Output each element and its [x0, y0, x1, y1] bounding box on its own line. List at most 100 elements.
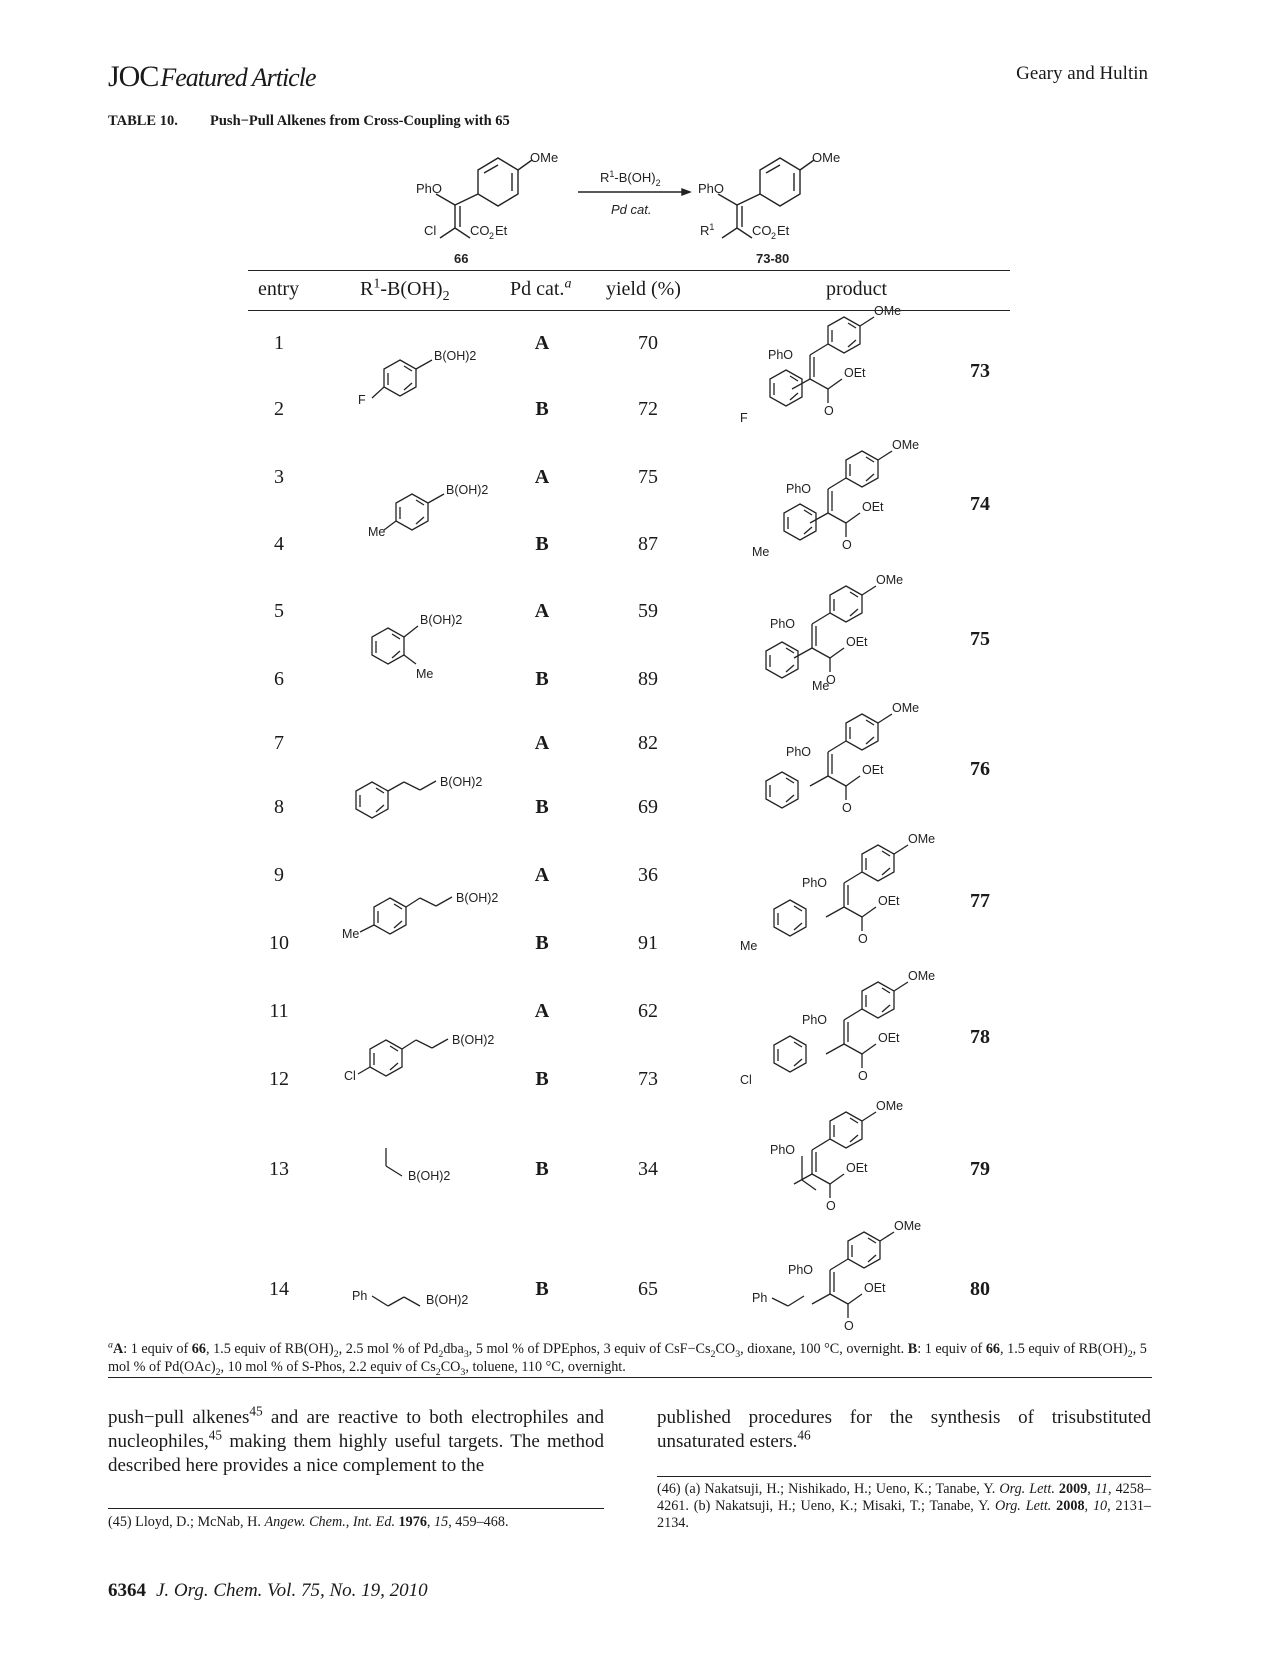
atom-label: O	[826, 1199, 836, 1213]
bond	[859, 316, 875, 327]
bond	[825, 906, 845, 918]
svg-text:Cl: Cl	[424, 223, 436, 238]
bond	[829, 1173, 845, 1185]
page-number: 6364	[108, 1580, 146, 1601]
bond	[827, 477, 847, 490]
benzene-ring	[847, 1231, 881, 1269]
benzene-ring	[827, 316, 861, 354]
bond	[435, 896, 453, 907]
table-header-rule	[248, 310, 1010, 311]
atom-label: F	[740, 411, 748, 425]
yield-value: 72	[638, 398, 658, 420]
bond	[359, 924, 375, 933]
yield-value: 73	[638, 1068, 658, 1090]
bond	[893, 844, 909, 855]
atom-label: B(OH)2	[426, 1293, 468, 1307]
benzene-ring	[773, 1035, 807, 1073]
benzene-ring	[845, 450, 879, 488]
yield-value: 82	[638, 732, 658, 754]
svg-text:PhO: PhO	[698, 181, 724, 196]
col-catalyst: Pd cat.a	[510, 276, 572, 300]
benzene-ring	[829, 1111, 863, 1149]
reference-45: (45) Lloyd, D.; McNab, H. Angew. Chem., …	[108, 1514, 509, 1530]
bond	[877, 713, 893, 724]
bond	[843, 1043, 863, 1055]
atom-label: O	[858, 932, 868, 946]
entry-number: 9	[274, 864, 284, 886]
svg-text:CO: CO	[752, 223, 772, 238]
bond	[843, 1008, 863, 1021]
bond	[845, 512, 861, 524]
atom-label: Me	[368, 525, 385, 539]
atom-label: Ph	[752, 1291, 767, 1305]
scheme-catalyst: Pd cat.	[611, 202, 651, 217]
catalyst-code: B	[535, 398, 549, 420]
product-compound-number: 80	[970, 1278, 990, 1300]
catalyst-code: A	[534, 864, 550, 886]
bond	[811, 612, 831, 625]
entry-number: 6	[274, 668, 284, 690]
atom-label: OEt	[864, 1281, 886, 1295]
entry-number: 7	[274, 732, 284, 754]
atom-label: OEt	[862, 500, 884, 514]
atom-label: O	[842, 538, 852, 552]
benzene-ring	[845, 713, 879, 751]
benzene-ring	[371, 627, 405, 665]
yield-value: 89	[638, 668, 658, 690]
entry-number: 10	[269, 932, 289, 954]
yield-value: 59	[638, 600, 658, 622]
start-label: 66	[454, 251, 468, 266]
bond	[793, 647, 813, 659]
catalyst-code: A	[534, 1000, 550, 1022]
benzene-ring	[773, 899, 807, 937]
bond	[371, 386, 385, 399]
structure-drawings: B(OH)2 F B(OH)2 Me B(OH)2 Me B(OH)2 B(OH)2 Me B(O…	[342, 304, 935, 1333]
atom-label: OEt	[844, 366, 866, 380]
bond	[419, 897, 437, 907]
benzene-ring	[369, 1039, 403, 1077]
bond	[879, 1231, 895, 1242]
svg-text:CO: CO	[470, 223, 490, 238]
bond	[861, 906, 877, 918]
atom-label: PhO	[770, 1143, 795, 1157]
bond	[427, 493, 445, 504]
bond	[403, 625, 419, 638]
bond	[811, 1293, 831, 1305]
entry-number: 2	[274, 398, 284, 420]
catalyst-code: B	[535, 1068, 549, 1090]
product-compound-number: 77	[970, 890, 990, 912]
table-title: Push−Pull Alkenes from Cross-Coupling wi…	[210, 113, 510, 129]
atom-label: Me	[812, 679, 829, 693]
atom-label: OEt	[846, 1161, 868, 1175]
bond	[403, 1296, 421, 1307]
bond	[845, 775, 861, 787]
bond	[861, 1111, 877, 1122]
atom-label: PhO	[786, 482, 811, 496]
entry-number: 14	[269, 1278, 289, 1300]
entry-number: 12	[269, 1068, 289, 1090]
bond	[801, 1179, 817, 1191]
yield-value: 36	[638, 864, 658, 886]
atom-label: B(OH)2	[456, 891, 498, 905]
bond	[809, 512, 829, 524]
table-footnote: aA: 1 equiv of 66, 1.5 equiv of RB(OH)2,…	[108, 1339, 1147, 1378]
product-compound-number: 79	[970, 1158, 990, 1180]
journal-logo: JOCFeatured Article	[108, 60, 316, 93]
table-bottom-rule	[108, 1377, 1152, 1378]
svg-text:Et: Et	[495, 223, 508, 238]
bond	[357, 1066, 371, 1075]
bond	[387, 781, 405, 792]
benzene-ring	[355, 781, 389, 819]
yield-value: 69	[638, 796, 658, 818]
yield-value: 91	[638, 932, 658, 954]
product-compound-number: 74	[970, 493, 990, 515]
col-entry: entry	[258, 278, 300, 300]
yield-value: 75	[638, 466, 658, 488]
atom-label: Ph	[352, 1289, 367, 1303]
atom-label: OEt	[878, 1031, 900, 1045]
benzene-ring	[861, 981, 895, 1019]
atom-label: OMe	[908, 832, 935, 846]
atom-label: PhO	[770, 617, 795, 631]
svg-text:2: 2	[489, 231, 494, 241]
atom-label: O	[824, 404, 834, 418]
